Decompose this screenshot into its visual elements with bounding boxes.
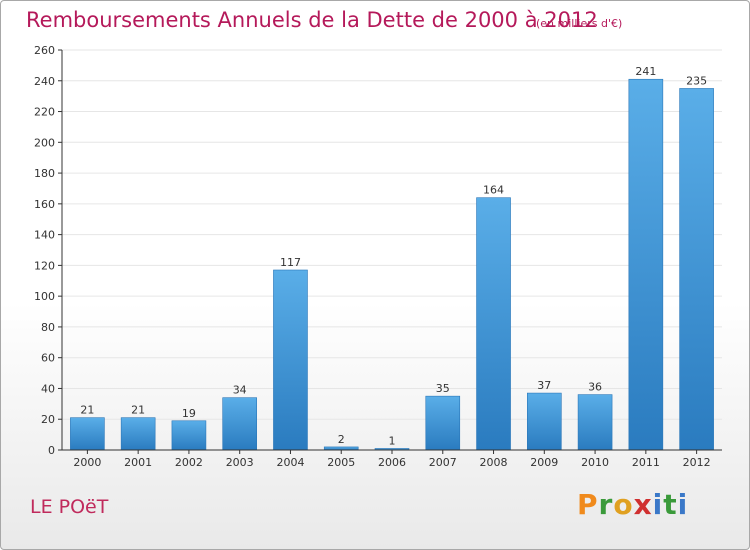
y-tick-label: 60: [41, 352, 55, 365]
logo-letter: r: [598, 488, 614, 521]
bar-value-label: 2: [338, 433, 345, 446]
bar-value-label: 35: [436, 382, 450, 395]
x-tick-label: 2010: [581, 456, 609, 469]
y-tick-label: 80: [41, 321, 55, 334]
x-tick-label: 2005: [327, 456, 355, 469]
bar-value-label: 19: [182, 407, 196, 420]
grid-lines: [62, 49, 722, 420]
bar-value-label: 34: [233, 384, 247, 397]
bar-value-label: 1: [389, 434, 396, 447]
bar-value-label: 241: [635, 65, 656, 78]
x-tick-label: 2000: [73, 456, 101, 469]
bar: [476, 197, 511, 451]
logo-letter: o: [613, 488, 634, 521]
bar: [70, 417, 105, 451]
y-tick-label: 140: [34, 229, 55, 242]
y-tick-label: 260: [34, 44, 55, 57]
y-tick-label: 40: [41, 382, 55, 395]
y-tick-label: 120: [34, 259, 55, 272]
bar-value-label: 21: [131, 404, 145, 417]
x-tick-label: 2001: [124, 456, 152, 469]
x-tick-label: 2006: [378, 456, 406, 469]
bar: [222, 397, 257, 451]
bar: [120, 417, 156, 451]
logo-letter: t: [663, 488, 678, 521]
bars: [70, 78, 714, 451]
logo-letter: i: [677, 488, 689, 521]
y-tick-label: 220: [34, 106, 55, 119]
x-tick-label: 2011: [632, 456, 660, 469]
bar: [577, 394, 613, 451]
bar-value-label: 21: [80, 404, 94, 417]
y-tick-label: 180: [34, 167, 55, 180]
x-tick-label: 2012: [683, 456, 711, 469]
chart-subtitle: (en milliers d'€): [536, 17, 623, 30]
proxiti-logo: Proxiti: [577, 488, 688, 521]
labels: 0204060801001201401601802002202402602120…: [34, 44, 711, 469]
logo-letter: i: [652, 488, 664, 521]
chart-title: Remboursements Annuels de la Dette de 20…: [26, 8, 598, 32]
y-tick-label: 20: [41, 413, 55, 426]
y-tick-label: 240: [34, 75, 55, 88]
bar: [628, 78, 664, 451]
bar-value-label: 117: [280, 256, 301, 269]
bar-value-label: 164: [483, 184, 504, 197]
x-tick-label: 2004: [276, 456, 304, 469]
axes: [58, 49, 722, 454]
x-tick-label: 2002: [175, 456, 203, 469]
bar: [527, 392, 562, 451]
x-tick-label: 2008: [480, 456, 508, 469]
bar-value-label: 37: [537, 379, 551, 392]
bar-value-label: 36: [588, 381, 602, 394]
bar: [679, 88, 714, 451]
y-tick-label: 100: [34, 290, 55, 303]
logo-letter: x: [633, 488, 653, 521]
x-tick-label: 2007: [429, 456, 457, 469]
bar: [273, 269, 308, 451]
x-tick-label: 2003: [226, 456, 254, 469]
logo-letter: P: [577, 488, 599, 521]
y-tick-label: 160: [34, 198, 55, 211]
y-tick-label: 200: [34, 136, 55, 149]
bar: [425, 395, 461, 451]
y-tick-label: 0: [48, 444, 55, 457]
x-tick-label: 2009: [530, 456, 558, 469]
location-name: LE POëT: [30, 496, 109, 518]
bar: [171, 420, 207, 451]
bar-value-label: 235: [686, 74, 707, 87]
